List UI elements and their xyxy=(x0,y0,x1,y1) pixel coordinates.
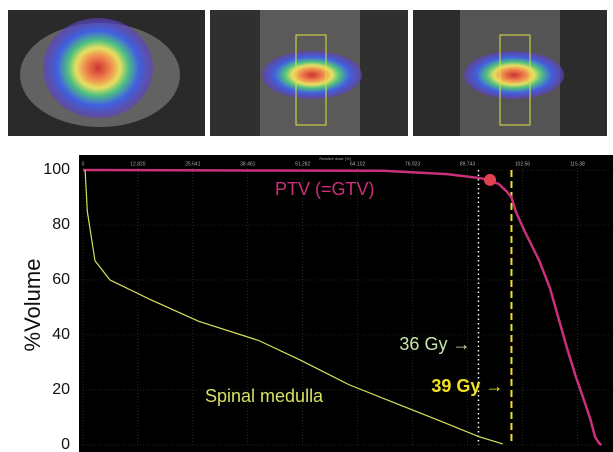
x-tick-label: 38.461 xyxy=(240,161,256,167)
y-tick-label: 40 xyxy=(52,326,70,343)
reference-label: 36 Gy → xyxy=(399,334,470,354)
series-label: PTV (=GTV) xyxy=(275,179,375,199)
x-tick-label: 12.820 xyxy=(130,161,146,167)
x-tick-label: 0 xyxy=(82,161,85,167)
y-tick-label: 80 xyxy=(52,216,70,233)
x-tick-label: 25.641 xyxy=(185,161,201,167)
field-box xyxy=(499,34,531,126)
y-tick-label: 20 xyxy=(52,381,70,398)
field-box xyxy=(295,34,327,126)
ct-images xyxy=(8,10,607,136)
x-tick-label: 115.38 xyxy=(570,161,585,167)
y-tick-label: 0 xyxy=(61,436,70,452)
x-axis-label: Relative dose [%] xyxy=(319,156,350,161)
series-line xyxy=(82,168,603,447)
marker xyxy=(484,173,497,186)
x-tick-label: 51.282 xyxy=(295,161,311,167)
x-tick-label: 102.56 xyxy=(515,161,531,167)
series-line xyxy=(84,169,504,445)
y-axis-label: %Volume xyxy=(20,259,45,352)
y-tick-label: 100 xyxy=(43,161,70,178)
dose-wash xyxy=(464,51,564,99)
x-tick-label: 64.102 xyxy=(350,161,366,167)
series-label: Spinal medulla xyxy=(205,386,324,406)
dose-wash xyxy=(262,51,362,99)
x-tick-label: 76.923 xyxy=(405,161,421,167)
y-tick-label: 60 xyxy=(52,271,70,288)
dose-wash xyxy=(43,18,153,118)
reference-label: 39 Gy → xyxy=(431,376,503,396)
x-tick-label: 89.743 xyxy=(460,161,476,167)
plot-area xyxy=(79,155,613,452)
